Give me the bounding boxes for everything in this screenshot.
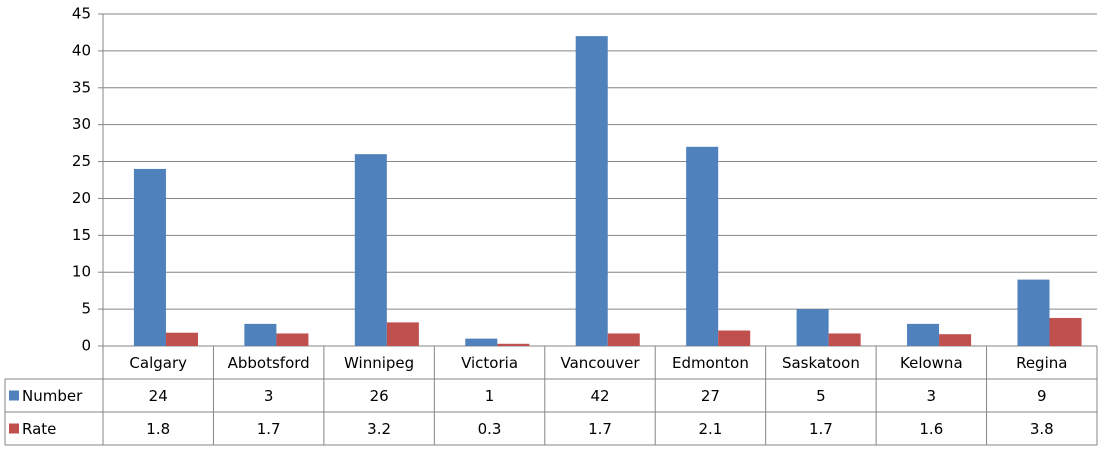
y-tick-label: 35 (72, 78, 91, 96)
table-value: 1.7 (588, 420, 612, 438)
legend-key (9, 390, 19, 401)
table-value: 5 (816, 387, 826, 405)
bar (1049, 317, 1082, 346)
x-tick-label: Kelowna (900, 354, 963, 372)
bar (828, 333, 861, 346)
table-value: 9 (1037, 387, 1047, 405)
x-tick-label: Victoria (461, 354, 518, 372)
table-value: 2.1 (699, 420, 723, 438)
bar (718, 330, 751, 346)
legend-label: Number (22, 387, 83, 405)
y-tick-label: 0 (81, 337, 91, 355)
x-tick-label: Winnipeg (344, 354, 414, 372)
table-value: 24 (149, 387, 168, 405)
table-value: 3.8 (1030, 420, 1054, 438)
y-tick-label: 30 (72, 115, 91, 133)
bar (354, 154, 387, 346)
bar (386, 322, 419, 346)
bar (497, 343, 530, 346)
legend-label: Rate (22, 420, 56, 438)
bar (686, 146, 719, 346)
bar (907, 323, 940, 346)
x-tick-label: Saskatoon (782, 354, 860, 372)
table-value: 1 (485, 387, 495, 405)
table-value: 3 (927, 387, 937, 405)
table-value: 3 (264, 387, 274, 405)
legend-key (9, 423, 19, 434)
y-tick-label: 45 (72, 5, 91, 23)
table-value: 3.2 (367, 420, 391, 438)
bar (796, 309, 829, 346)
bar (133, 168, 166, 346)
y-tick-label: 20 (72, 189, 91, 207)
y-tick-label: 10 (72, 263, 91, 281)
bar (165, 332, 198, 346)
y-tick-label: 40 (72, 41, 91, 59)
y-tick-label: 5 (81, 300, 91, 318)
bar (575, 36, 608, 347)
bar (607, 333, 640, 346)
x-tick-label: Vancouver (561, 354, 641, 372)
bar (244, 323, 277, 346)
bar (276, 333, 309, 346)
bar (939, 334, 972, 346)
table-value: 42 (590, 387, 609, 405)
table-value: 1.7 (809, 420, 833, 438)
x-tick-label: Calgary (129, 354, 187, 372)
y-tick-label: 25 (72, 152, 91, 170)
table-value: 1.7 (257, 420, 281, 438)
table-value: 1.8 (146, 420, 170, 438)
y-tick-label: 15 (72, 226, 91, 244)
x-tick-label: Abbotsford (228, 354, 310, 372)
x-tick-label: Edmonton (672, 354, 749, 372)
table-value: 27 (701, 387, 720, 405)
table-value: 26 (370, 387, 389, 405)
bar (465, 338, 498, 346)
bar (1017, 279, 1050, 346)
x-tick-label: Regina (1016, 354, 1067, 372)
table-value: 0.3 (478, 420, 502, 438)
table-value: 1.6 (919, 420, 943, 438)
